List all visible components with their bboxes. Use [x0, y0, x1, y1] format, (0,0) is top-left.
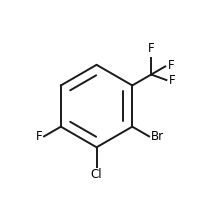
Text: F: F: [36, 130, 42, 143]
Text: F: F: [148, 42, 154, 55]
Text: F: F: [169, 74, 176, 87]
Text: Br: Br: [150, 130, 163, 143]
Text: F: F: [168, 59, 175, 72]
Text: Cl: Cl: [91, 168, 102, 181]
